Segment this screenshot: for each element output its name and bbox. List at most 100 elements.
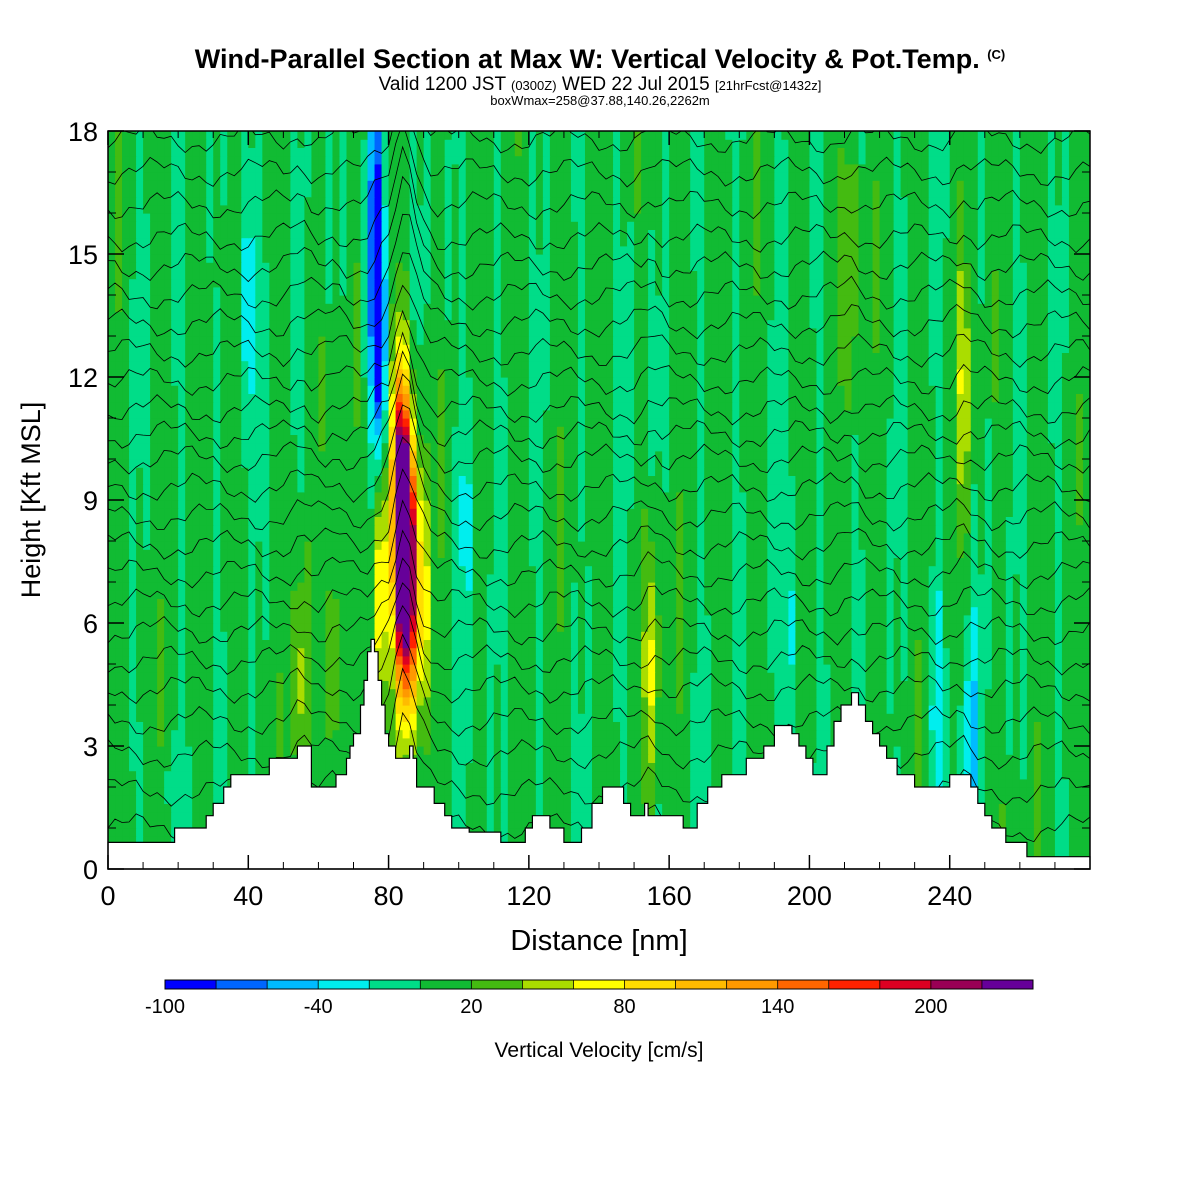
field-cell (115, 614, 123, 624)
field-cell (648, 573, 656, 583)
field-cell (921, 647, 930, 657)
field-cell (641, 672, 649, 681)
field-cell (542, 582, 551, 591)
field-cell (192, 787, 200, 796)
field-cell (248, 598, 256, 608)
field-cell (129, 647, 137, 657)
field-cell (690, 623, 698, 632)
field-cell (732, 672, 740, 681)
field-cell (739, 664, 747, 673)
field-cell (591, 582, 600, 591)
field-cell (122, 770, 130, 780)
field-cell (122, 606, 130, 616)
field-cell (451, 598, 460, 608)
field-cell (542, 623, 551, 632)
field-cell (858, 647, 867, 657)
field-cell (1047, 705, 1056, 714)
field-cell (1040, 639, 1049, 649)
field-cell (620, 696, 628, 706)
field-cell (949, 631, 958, 640)
field-cell (535, 705, 544, 714)
field-cell (718, 598, 726, 608)
field-cell (346, 590, 355, 599)
field-cell (662, 655, 670, 665)
field-cell (711, 713, 719, 722)
field-cell (1005, 795, 1014, 804)
field-cell (970, 688, 979, 698)
field-cell (746, 746, 754, 755)
field-cell (157, 787, 165, 796)
field-cell (255, 737, 263, 747)
field-cell (444, 647, 453, 657)
field-cell (290, 721, 298, 731)
field-cell (900, 729, 909, 739)
field-cell (970, 705, 979, 714)
field-cell (577, 803, 586, 813)
field-cell (220, 754, 228, 763)
field-cell (795, 623, 804, 632)
field-cell (641, 787, 649, 796)
field-cell (395, 713, 404, 722)
field-cell (500, 754, 509, 763)
field-cell (1033, 696, 1042, 706)
field-cell (395, 664, 404, 673)
field-cell (718, 664, 726, 673)
chart-title: Wind-Parallel Section at Max W: Vertical… (0, 44, 1200, 75)
field-cell (213, 737, 221, 747)
field-cell (641, 655, 649, 665)
field-cell (802, 614, 811, 624)
field-cell (718, 680, 726, 690)
field-cell (290, 705, 298, 714)
field-cell (956, 680, 965, 690)
field-cell (746, 729, 754, 739)
field-cell (1068, 680, 1077, 690)
field-cell (963, 582, 972, 591)
field-cell (1075, 590, 1084, 599)
field-cell (1061, 754, 1070, 763)
field-cell (472, 729, 481, 739)
field-cell (353, 672, 362, 681)
field-cell (185, 819, 193, 829)
field-cell (591, 787, 600, 796)
field-cell (676, 672, 684, 681)
field-cell (388, 672, 397, 681)
field-cell (458, 713, 467, 722)
field-cell (269, 582, 277, 591)
field-cell (150, 647, 158, 657)
field-cell (185, 721, 193, 731)
field-cell (528, 746, 537, 755)
field-cell (500, 811, 509, 821)
field-cell (556, 598, 565, 608)
field-cell (507, 737, 516, 747)
field-cell (1068, 721, 1077, 731)
field-cell (395, 655, 404, 665)
field-cell (192, 795, 200, 804)
field-cell (949, 762, 958, 772)
field-cell (283, 614, 291, 624)
field-cell (185, 631, 193, 640)
field-cell (304, 647, 313, 657)
field-cell (683, 721, 691, 731)
field-cell (318, 606, 327, 616)
field-cell (423, 705, 432, 714)
field-cell (620, 639, 628, 649)
field-cell (297, 680, 305, 690)
field-cell (956, 713, 965, 722)
field-cell (1068, 623, 1077, 632)
field-cell (563, 778, 572, 788)
field-cell (991, 705, 1000, 714)
field-cell (444, 664, 453, 673)
field-cell (164, 787, 172, 796)
field-cell (1026, 680, 1035, 690)
field-cell (150, 754, 158, 763)
field-cell (150, 606, 158, 616)
field-cell (325, 655, 334, 665)
field-cell (500, 647, 509, 657)
field-cell (655, 672, 663, 681)
field-cell (1054, 762, 1063, 772)
field-cell (479, 573, 488, 583)
field-cell (192, 664, 200, 673)
field-cell (325, 770, 334, 780)
field-cell (1019, 787, 1028, 796)
field-cell (844, 614, 853, 624)
